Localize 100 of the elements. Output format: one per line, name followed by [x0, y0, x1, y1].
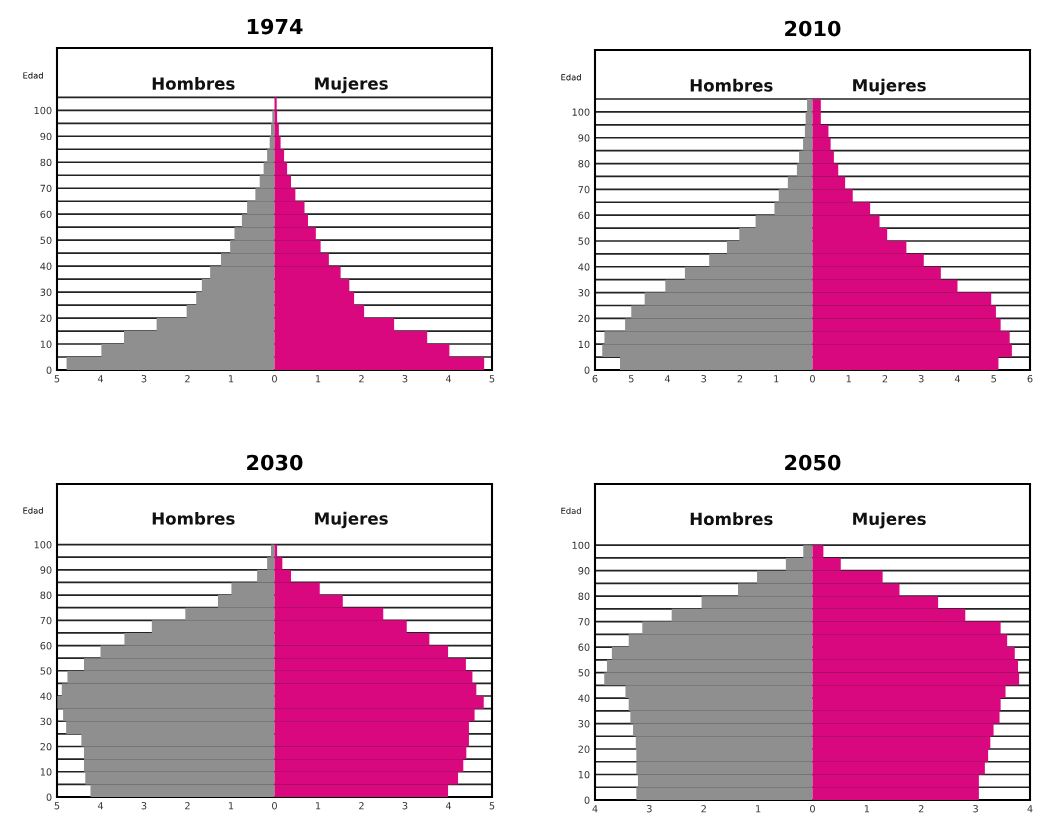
- x-tick-label: 4: [664, 375, 671, 383]
- x-tick-label: 4: [445, 375, 452, 383]
- chart-title: 2050: [785, 454, 841, 471]
- x-tick-label: 5: [489, 375, 495, 383]
- y-tick-label: 40: [578, 694, 590, 702]
- y-tick-label: 40: [578, 263, 590, 271]
- y-axis-title: Edad: [23, 72, 43, 79]
- y-axis-title: Edad: [561, 73, 581, 81]
- text: Hombres: [690, 512, 773, 526]
- x-tick-label: 3: [918, 375, 924, 383]
- x-tick-label: 2: [359, 375, 364, 383]
- x-tick-label: 2: [737, 375, 743, 383]
- y-tick-label: 70: [578, 618, 590, 626]
- y-tick-label: 20: [578, 314, 590, 323]
- y-tick-label: 50: [578, 237, 590, 245]
- x-tick-label: 1: [315, 375, 321, 383]
- y-tick-label: 70: [578, 185, 590, 194]
- text: Mujeres: [315, 76, 388, 94]
- y-tick-label: 70: [40, 184, 52, 193]
- chart-title: 2010: [785, 20, 841, 37]
- x-tick-label: 1: [756, 805, 761, 813]
- y-tick-label: 0: [584, 366, 590, 374]
- y-tick-label: 30: [40, 717, 52, 726]
- y-tick-label: 10: [578, 340, 590, 349]
- x-tick-label: 5: [991, 375, 996, 383]
- x-tick-label: 1: [864, 805, 870, 813]
- x-tick-label: 2: [882, 375, 888, 383]
- y-tick-label: 50: [40, 667, 52, 675]
- text: Hombres: [690, 78, 773, 92]
- y-tick-label: 30: [578, 720, 590, 728]
- y-tick-label: 10: [40, 768, 52, 776]
- x-tick-label: 6: [592, 375, 598, 383]
- y-tick-label: 100: [572, 108, 590, 116]
- x-tick-label: 0: [272, 802, 277, 810]
- text: Hombres: [152, 76, 235, 90]
- y-tick-label: 90: [578, 134, 590, 142]
- y-tick-label: 90: [40, 566, 52, 574]
- chart-title: 1974: [247, 18, 303, 35]
- x-tick-label: 4: [97, 802, 104, 810]
- y-tick-label: 0: [584, 796, 590, 804]
- x-tick-label: 2: [185, 375, 190, 383]
- x-tick-label: 5: [54, 375, 60, 383]
- x-tick-label: 3: [647, 805, 652, 813]
- text: Hombres: [152, 511, 235, 525]
- y-tick-label: 100: [572, 541, 590, 549]
- y-tick-label: 100: [34, 541, 52, 549]
- chart-title: 2030: [247, 454, 303, 471]
- x-tick-label: 5: [628, 375, 634, 383]
- x-tick-label: 2: [185, 802, 190, 810]
- x-tick-label: 1: [228, 802, 234, 810]
- y-tick-label: 80: [40, 591, 52, 599]
- x-tick-label: 4: [1027, 805, 1033, 813]
- x-tick-label: 4: [445, 802, 452, 810]
- x-tick-label: 3: [402, 375, 408, 383]
- y-tick-label: 10: [40, 340, 52, 348]
- x-tick-label: 5: [489, 802, 495, 810]
- x-tick-label: 3: [402, 802, 408, 810]
- x-tick-label: 1: [315, 802, 321, 810]
- y-axis-title: Edad: [561, 507, 581, 514]
- y-tick-label: 60: [578, 211, 590, 219]
- x-tick-label: 2: [701, 805, 706, 813]
- y-tick-label: 20: [578, 745, 590, 753]
- y-tick-label: 60: [578, 643, 590, 651]
- x-tick-label: 4: [592, 805, 598, 813]
- y-tick-label: 10: [578, 770, 590, 779]
- x-tick-label: 3: [701, 375, 707, 383]
- y-tick-label: 0: [46, 366, 52, 374]
- x-tick-label: 1: [228, 375, 234, 383]
- y-axis-title: Edad: [23, 507, 43, 514]
- y-tick-label: 0: [46, 793, 52, 801]
- y-tick-label: 20: [40, 314, 52, 322]
- x-tick-label: 2: [918, 805, 924, 813]
- y-tick-label: 50: [578, 669, 590, 677]
- x-tick-label: 0: [810, 375, 815, 383]
- y-tick-label: 90: [40, 132, 52, 141]
- x-tick-label: 3: [141, 375, 147, 383]
- y-tick-label: 30: [40, 288, 52, 296]
- y-tick-label: 40: [40, 692, 52, 700]
- x-tick-label: 4: [97, 375, 104, 383]
- y-tick-label: 80: [578, 592, 590, 600]
- x-tick-label: 5: [54, 802, 60, 810]
- y-tick-label: 60: [40, 642, 52, 650]
- y-tick-label: 80: [40, 158, 52, 167]
- x-tick-label: 0: [272, 375, 277, 383]
- text: Mujeres: [315, 511, 388, 529]
- x-tick-label: 1: [774, 375, 779, 383]
- x-tick-label: 6: [1027, 375, 1033, 383]
- x-tick-label: 3: [973, 805, 978, 813]
- x-tick-label: 1: [846, 375, 851, 383]
- y-tick-label: 70: [40, 616, 52, 625]
- x-tick-label: 4: [954, 375, 961, 383]
- y-tick-label: 30: [578, 289, 590, 297]
- y-tick-label: 40: [40, 262, 52, 270]
- x-tick-label: 3: [141, 802, 147, 810]
- x-tick-label: 0: [810, 805, 815, 813]
- x-tick-label: 2: [359, 802, 364, 810]
- y-tick-label: 90: [578, 567, 590, 575]
- y-tick-label: 80: [578, 160, 590, 168]
- y-tick-label: 100: [34, 106, 52, 115]
- y-tick-label: 60: [40, 210, 52, 219]
